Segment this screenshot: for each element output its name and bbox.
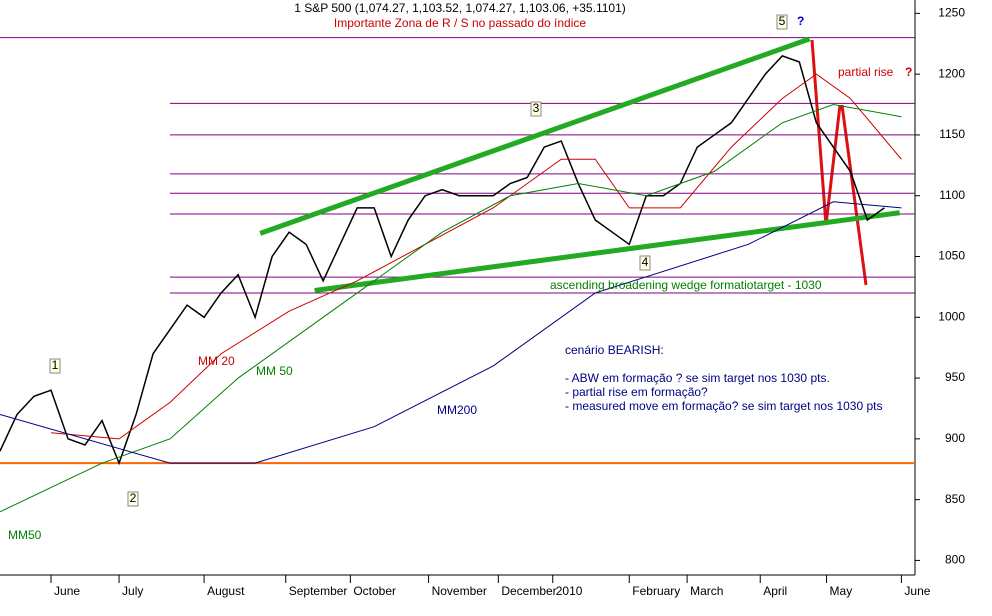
annotation: ? xyxy=(905,65,912,79)
wave-box xyxy=(127,491,139,507)
chart-subtitle: Importante Zona de R / S no passado do í… xyxy=(334,16,586,30)
scenario-line: - partial rise em formação? xyxy=(565,385,708,399)
x-tick-label: February xyxy=(632,584,680,598)
x-tick-label: June xyxy=(904,584,930,598)
x-tick-label: 2010 xyxy=(556,584,583,598)
y-tick-label: 1100 xyxy=(939,188,965,202)
x-tick-label: March xyxy=(690,584,723,598)
chart-title: 1 S&P 500 (1,074.27, 1,103.52, 1,074.27,… xyxy=(294,1,626,15)
annotation: 2 xyxy=(130,491,137,505)
y-tick-label: 850 xyxy=(945,492,965,506)
y-tick-label: 1000 xyxy=(938,309,965,323)
annotation: 3 xyxy=(533,101,540,115)
y-tick-label: 900 xyxy=(945,431,965,445)
x-tick-label: April xyxy=(763,584,787,598)
annotation: ? xyxy=(797,14,804,28)
y-tick-label: 1250 xyxy=(938,6,965,20)
annotation: partial rise xyxy=(838,65,894,79)
wave-box xyxy=(639,255,651,271)
arrow xyxy=(824,104,842,226)
annotation: 4 xyxy=(642,255,649,269)
x-tick-label: June xyxy=(54,584,80,598)
y-tick-label: 1050 xyxy=(938,249,965,263)
arrow xyxy=(810,39,828,226)
x-tick-label: July xyxy=(122,584,143,598)
annotation: MM50 xyxy=(8,528,42,542)
wave-box xyxy=(776,14,788,30)
y-tick-label: 1150 xyxy=(939,127,965,141)
scenario-line: - ABW em formação ? se sim target nos 10… xyxy=(565,371,830,385)
x-tick-label: September xyxy=(289,584,348,598)
annotation: 1 xyxy=(52,358,59,372)
x-tick-label: August xyxy=(207,584,245,598)
scenario-line: cenário BEARISH: xyxy=(565,343,664,357)
trendline xyxy=(259,36,811,236)
annotation: ascending broadening wedge formatiotarge… xyxy=(550,278,822,292)
annotation: MM 50 xyxy=(256,364,293,378)
wave-box xyxy=(530,101,542,117)
moving-average xyxy=(0,201,902,464)
moving-average xyxy=(0,104,902,513)
y-tick-label: 950 xyxy=(945,370,965,384)
x-tick-label: October xyxy=(353,584,396,598)
wave-box xyxy=(49,358,61,374)
annotation: MM 20 xyxy=(198,354,235,368)
annotation: 5 xyxy=(779,14,786,28)
moving-average xyxy=(50,73,902,440)
y-tick-label: 1200 xyxy=(938,66,965,80)
price-line xyxy=(0,55,885,466)
trendline xyxy=(314,210,901,294)
x-tick-label: May xyxy=(830,584,853,598)
x-tick-label: November xyxy=(432,584,487,598)
annotation: MM200 xyxy=(437,403,477,417)
y-tick-label: 800 xyxy=(945,553,965,567)
x-tick-label: December xyxy=(501,584,556,598)
scenario-line: - measured move em formação? se sim targ… xyxy=(565,399,882,413)
